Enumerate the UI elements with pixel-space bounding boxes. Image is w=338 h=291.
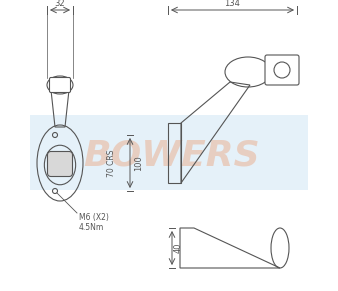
Text: 100: 100 xyxy=(134,155,143,171)
Text: 32: 32 xyxy=(55,0,65,8)
Text: 70 CRS: 70 CRS xyxy=(107,149,116,177)
Text: BOWERS: BOWERS xyxy=(84,138,260,172)
Bar xyxy=(30,115,308,190)
FancyBboxPatch shape xyxy=(48,152,72,177)
FancyBboxPatch shape xyxy=(49,77,71,93)
FancyBboxPatch shape xyxy=(265,55,299,85)
Text: 134: 134 xyxy=(224,0,240,8)
Bar xyxy=(168,123,181,183)
Text: 40: 40 xyxy=(174,243,183,253)
Text: M6 (X2)
4.5Nm: M6 (X2) 4.5Nm xyxy=(79,213,109,233)
